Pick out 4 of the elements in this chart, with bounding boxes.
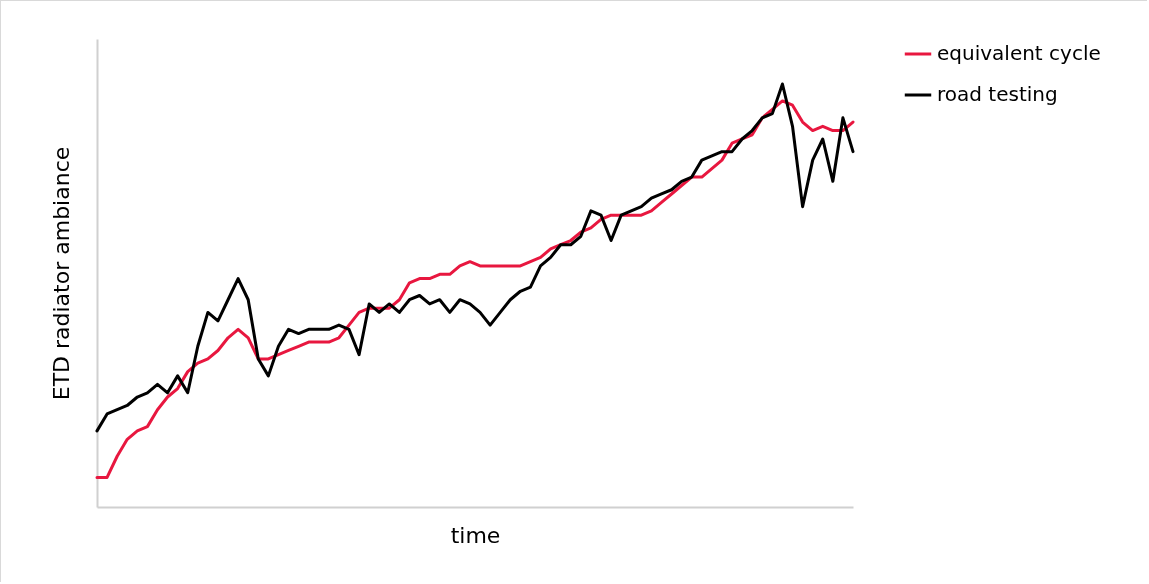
legend-label: road testing [937,82,1058,106]
y-axis-title: ETD radiator ambiance [48,146,74,401]
x-axis-title: time [450,522,501,548]
legend-label: equivalent cycle [937,41,1101,65]
